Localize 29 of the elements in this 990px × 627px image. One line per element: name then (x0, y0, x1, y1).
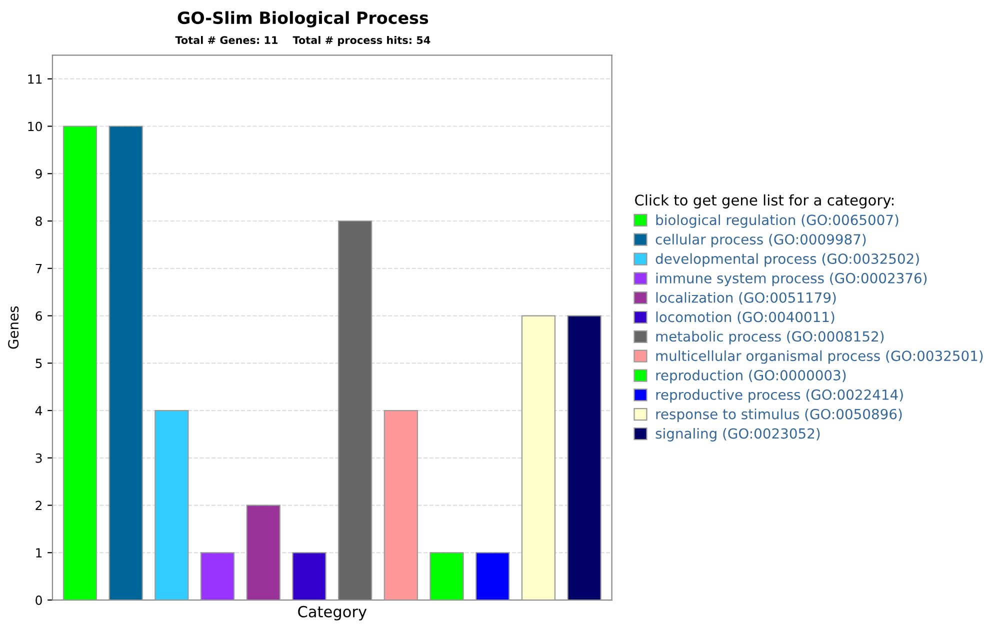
y-tick-label: 7 (36, 264, 42, 274)
legend-label: reproduction (GO:0000003) (656, 370, 846, 384)
y-tick-label: 1 (36, 548, 42, 558)
y-tick-label: 4 (35, 406, 42, 416)
legend-label: developmental process (GO:0032502) (656, 253, 919, 267)
legend-title: Click to get gene list for a category: (635, 194, 894, 208)
y-tick-label: 5 (36, 358, 42, 368)
legend-label: metabolic process (GO:0008152) (656, 330, 884, 344)
y-tick-label: 2 (36, 500, 42, 510)
y-axis-title: Genes (8, 306, 19, 349)
legend-label: immune system process (GO:0002376) (656, 272, 927, 286)
y-tick-label: 8 (36, 216, 42, 226)
legend-label: biological regulation (GO:0065007) (656, 214, 898, 228)
y-tick-label: 6 (36, 311, 42, 321)
y-tick-label: 0 (36, 596, 42, 605)
legend-label: multicellular organismal process (GO:0032501) (656, 350, 983, 364)
legend-label: reproductive process (GO:0022414) (656, 389, 903, 403)
y-tick-label: 9 (36, 169, 42, 179)
legend-label: localization (GO:0051179) (656, 292, 836, 304)
legend-label: response to stimulus (GO:0050896) (656, 408, 902, 422)
legend-label: locomotion (GO:0040011) (656, 312, 834, 324)
chart-subtitle: Total # Genes: 11 Total # process hits: 54 (175, 36, 430, 46)
x-axis-title: Category (298, 606, 367, 620)
y-tick-label: 11 (28, 74, 42, 84)
y-tick-label: 3 (36, 453, 42, 463)
legend-label: signaling (GO:0023052) (656, 428, 820, 442)
chart-title: GO-Slim Biological Process (178, 11, 428, 28)
legend-label: cellular process (GO:0009987) (656, 234, 866, 248)
y-tick-label: 10 (28, 122, 42, 132)
